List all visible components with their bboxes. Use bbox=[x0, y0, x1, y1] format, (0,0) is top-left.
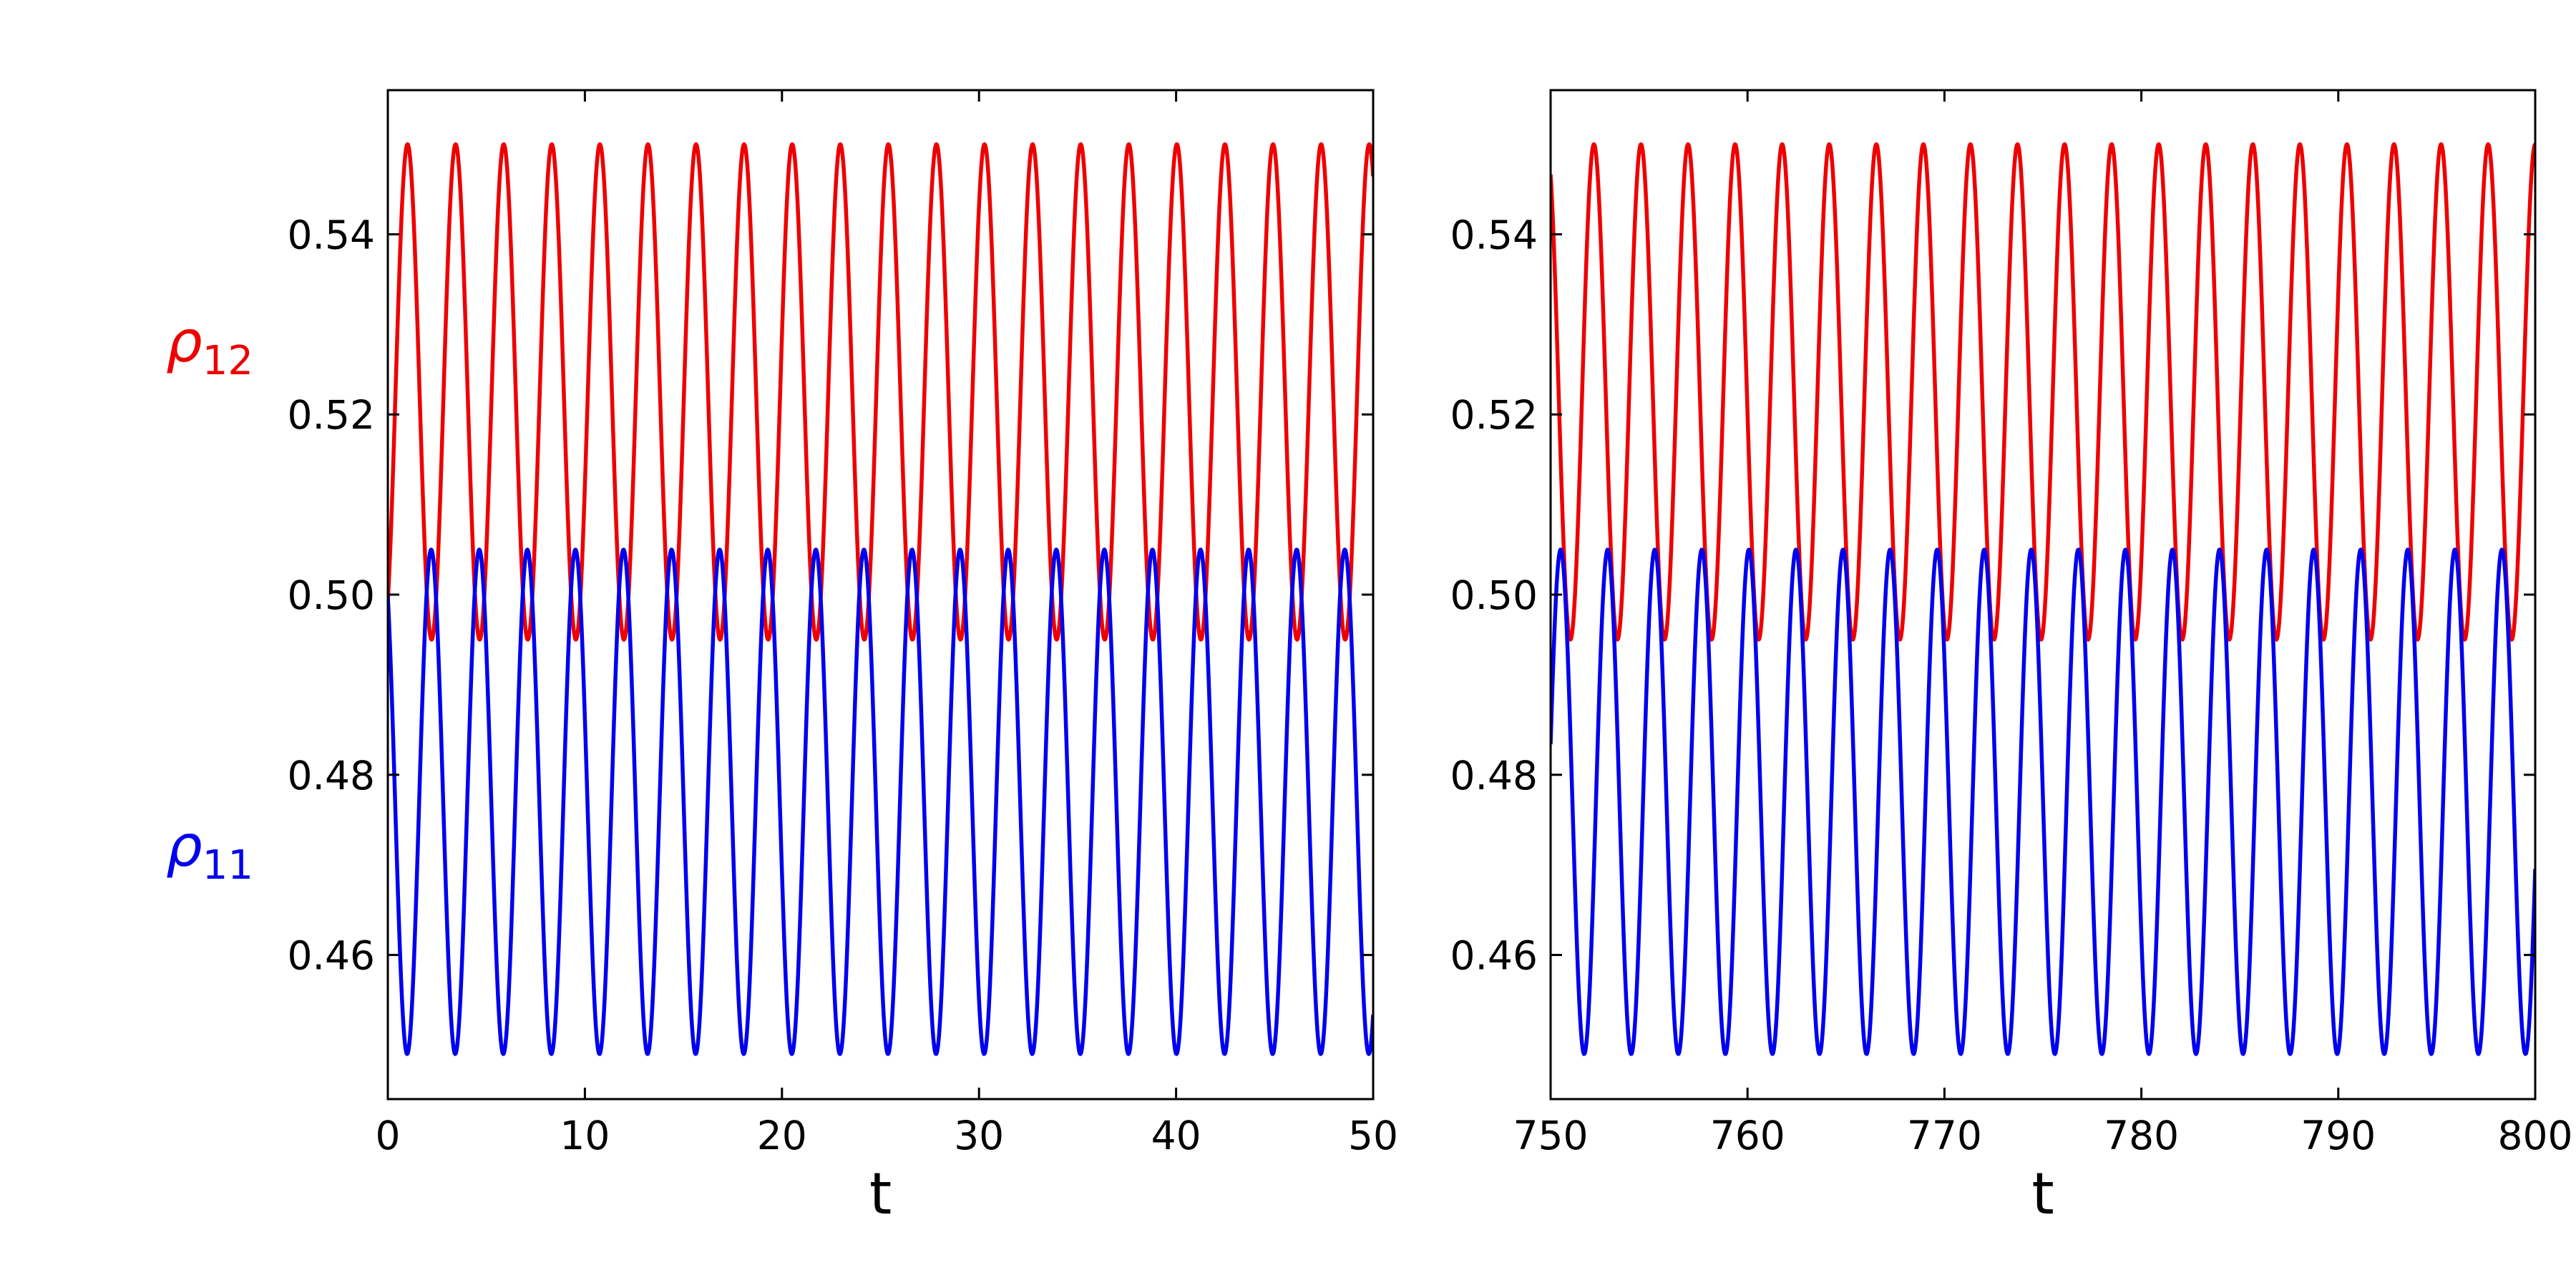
y-tick-label: 0.54 bbox=[288, 212, 375, 258]
y-tick-label: 0.50 bbox=[1450, 572, 1538, 618]
x-axis-title: t bbox=[2031, 1161, 2054, 1227]
y-tick-label: 0.48 bbox=[1450, 753, 1538, 799]
x-tick-label: 0 bbox=[376, 1113, 401, 1158]
x-tick-label: 20 bbox=[757, 1113, 807, 1158]
y-tick-label: 0.46 bbox=[288, 933, 375, 979]
y-tick-label: 0.46 bbox=[1450, 933, 1538, 979]
rho11-label: ρ11 bbox=[166, 813, 253, 889]
x-tick-label: 760 bbox=[1710, 1113, 1785, 1158]
series-line-rho12 bbox=[1551, 142, 2535, 642]
y-tick-label: 0.52 bbox=[1450, 392, 1538, 438]
series-line-rho11 bbox=[1551, 547, 2535, 1056]
y-tick-label: 0.50 bbox=[288, 572, 375, 618]
y-tick-label: 0.54 bbox=[1450, 212, 1538, 258]
y-tick-label: 0.48 bbox=[288, 753, 375, 799]
y-tick-label: 0.52 bbox=[288, 392, 375, 438]
x-tick-label: 790 bbox=[2301, 1113, 2376, 1158]
x-tick-label: 800 bbox=[2498, 1113, 2573, 1158]
x-tick-label: 10 bbox=[560, 1113, 610, 1158]
right-panel: 750 760 770 780 790 800 0.46 0.48 0.50 0.52 0.54 t bbox=[1450, 89, 2573, 1227]
rho12-label: ρ12 bbox=[166, 308, 253, 384]
x-tick-label: 40 bbox=[1151, 1113, 1201, 1158]
x-tick-label: 50 bbox=[1348, 1113, 1398, 1158]
series-line-rho11 bbox=[388, 547, 1373, 1056]
x-tick-label: 770 bbox=[1907, 1113, 1982, 1158]
left-panel: 0 10 20 30 40 50 0.46 0.48 0.50 0.52 0.54 t bbox=[288, 89, 1398, 1227]
x-tick-label: 750 bbox=[1513, 1113, 1589, 1158]
series-line-rho12 bbox=[388, 142, 1373, 642]
x-tick-label: 780 bbox=[2104, 1113, 2179, 1158]
rho12-symbol: ρ bbox=[166, 308, 203, 375]
rho12-subscript: 12 bbox=[203, 338, 253, 384]
x-axis-title: t bbox=[869, 1161, 892, 1227]
x-tick-label: 30 bbox=[954, 1113, 1004, 1158]
rho11-subscript: 11 bbox=[203, 842, 253, 889]
rho11-symbol: ρ bbox=[166, 813, 203, 879]
